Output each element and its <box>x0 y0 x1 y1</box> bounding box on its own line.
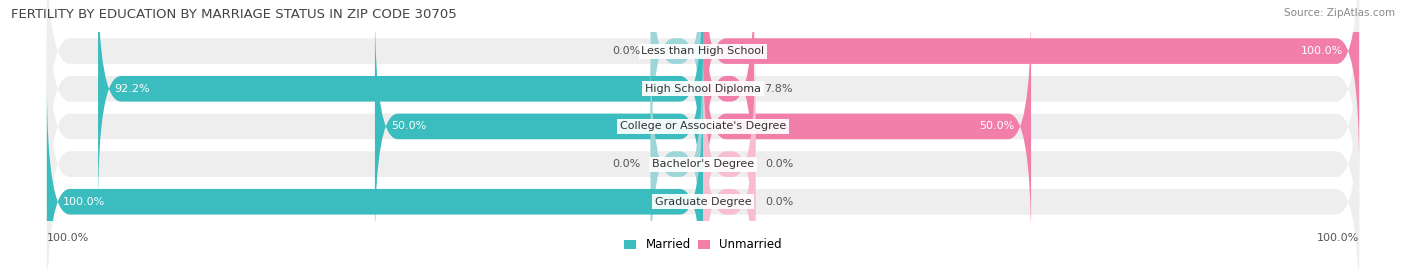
Text: 100.0%: 100.0% <box>1301 46 1343 56</box>
Text: 100.0%: 100.0% <box>1317 233 1360 243</box>
Text: 50.0%: 50.0% <box>391 121 426 132</box>
Text: High School Diploma: High School Diploma <box>645 84 761 94</box>
Text: 0.0%: 0.0% <box>765 197 793 207</box>
Text: 100.0%: 100.0% <box>46 233 89 243</box>
Text: 7.8%: 7.8% <box>763 84 793 94</box>
Text: Less than High School: Less than High School <box>641 46 765 56</box>
FancyBboxPatch shape <box>703 45 755 269</box>
Text: Source: ZipAtlas.com: Source: ZipAtlas.com <box>1284 8 1395 18</box>
FancyBboxPatch shape <box>651 0 703 170</box>
Text: FERTILITY BY EDUCATION BY MARRIAGE STATUS IN ZIP CODE 30705: FERTILITY BY EDUCATION BY MARRIAGE STATU… <box>11 8 457 21</box>
Text: Bachelor's Degree: Bachelor's Degree <box>652 159 754 169</box>
FancyBboxPatch shape <box>703 0 754 208</box>
FancyBboxPatch shape <box>46 0 1360 208</box>
Text: 100.0%: 100.0% <box>63 197 105 207</box>
FancyBboxPatch shape <box>651 45 703 269</box>
Text: 92.2%: 92.2% <box>114 84 150 94</box>
Text: 0.0%: 0.0% <box>613 159 641 169</box>
Text: 0.0%: 0.0% <box>613 46 641 56</box>
FancyBboxPatch shape <box>375 8 703 245</box>
FancyBboxPatch shape <box>703 8 1031 245</box>
FancyBboxPatch shape <box>46 83 1360 269</box>
FancyBboxPatch shape <box>46 45 1360 269</box>
Text: College or Associate's Degree: College or Associate's Degree <box>620 121 786 132</box>
Text: 0.0%: 0.0% <box>765 159 793 169</box>
Text: Graduate Degree: Graduate Degree <box>655 197 751 207</box>
FancyBboxPatch shape <box>46 83 703 269</box>
FancyBboxPatch shape <box>46 8 1360 245</box>
FancyBboxPatch shape <box>98 0 703 208</box>
FancyBboxPatch shape <box>703 0 1360 170</box>
Legend: Married, Unmarried: Married, Unmarried <box>620 234 786 256</box>
FancyBboxPatch shape <box>46 0 1360 170</box>
FancyBboxPatch shape <box>703 83 755 269</box>
Text: 50.0%: 50.0% <box>980 121 1015 132</box>
